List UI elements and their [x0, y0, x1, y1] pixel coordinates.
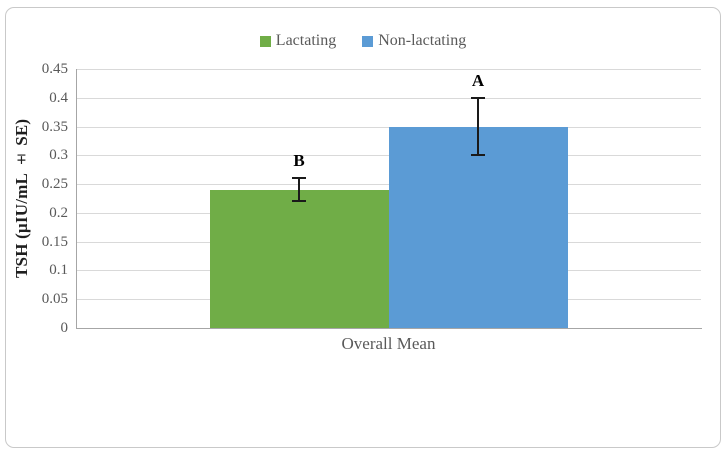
error-bar-cap-bottom-non-lactating — [471, 154, 485, 157]
legend-label: Non-lactating — [378, 32, 467, 49]
x-category-label: Overall Mean — [341, 334, 436, 353]
y-tick-label: 0.25 — [41, 176, 68, 193]
y-tick-label: 0.1 — [49, 262, 68, 279]
gridline-y-0.45 — [76, 69, 701, 70]
error-bar-line-non-lactating — [477, 97, 479, 156]
x-axis-line — [76, 328, 702, 329]
legend-item-lactating: Lactating — [259, 32, 337, 50]
error-bar-cap-top-lactating — [292, 177, 306, 180]
y-tick-label: 0.4 — [49, 89, 68, 106]
y-axis-line — [76, 69, 77, 328]
chart-container: Lactating Non-lactating TSH (µIU/mL ± SE)… — [5, 7, 721, 448]
y-tick-label: 0.05 — [41, 291, 68, 308]
error-bar-cap-bottom-lactating — [292, 200, 306, 203]
legend-label: Lactating — [275, 32, 337, 49]
y-tick-label: 0.3 — [49, 147, 68, 164]
legend-swatch-icon — [362, 35, 374, 47]
bar-lactating — [209, 189, 389, 328]
error-bar-cap-top-non-lactating — [471, 96, 485, 99]
gridline-y-0.4 — [76, 97, 701, 99]
y-tick-label: 0.2 — [49, 204, 68, 221]
bar-non-lactating — [388, 126, 568, 328]
sig-letter-lactating: B — [293, 151, 305, 171]
error-bar-line-lactating — [298, 178, 300, 202]
y-tick-label: 0.45 — [41, 61, 68, 77]
y-axis-title: TSH (µIU/mL ± SE) — [12, 118, 31, 279]
sig-letter-non-lactating: A — [471, 70, 485, 90]
y-tick-label: 0.35 — [41, 118, 68, 135]
legend-swatch-icon — [259, 35, 271, 47]
chart-legend: Lactating Non-lactating — [6, 32, 720, 50]
legend-item-non-lactating: Non-lactating — [362, 32, 466, 50]
y-tick-label: 0.15 — [41, 233, 68, 250]
y-tick-label: 0 — [60, 320, 69, 336]
